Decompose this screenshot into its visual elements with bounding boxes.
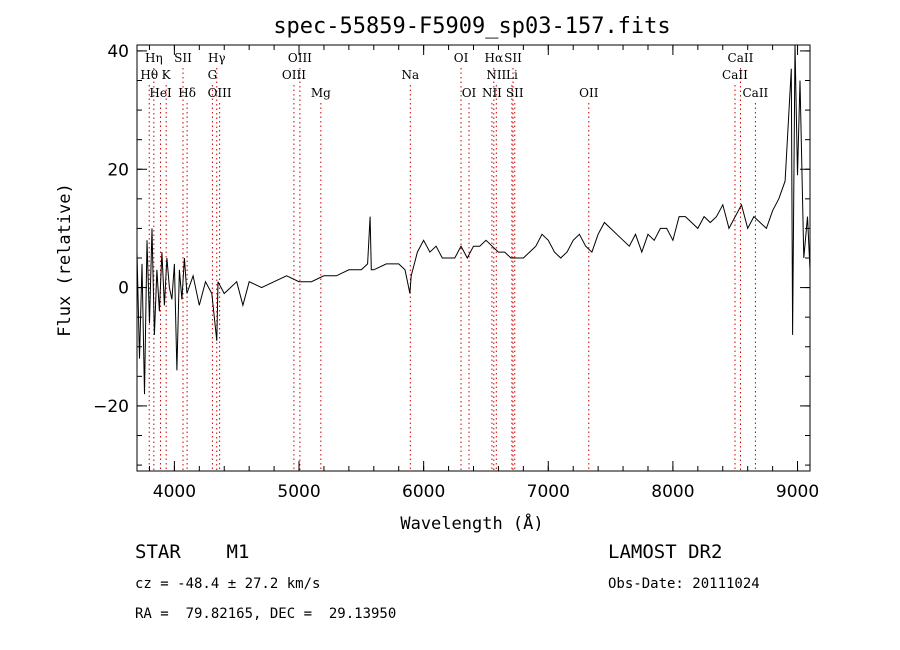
x-tick-label: 6000	[402, 482, 445, 502]
line-marker-label: G	[208, 68, 218, 82]
line-marker-label: K	[162, 68, 172, 82]
chart-title: spec-55859-F5909_sp03-157.fits	[273, 14, 670, 39]
line-marker-label: SII	[504, 51, 522, 65]
line-marker-label: CaII	[742, 86, 768, 100]
line-marker-label: OII	[579, 86, 599, 100]
line-marker-label: Hθ	[140, 68, 158, 82]
velocity-readout: cz = -48.4 ± 27.2 km/s	[135, 576, 321, 592]
line-marker-label: Hγ	[208, 51, 226, 65]
line-marker-label: SII	[174, 51, 192, 65]
axes: 4000 5000 6000 7000 8000 9000 −20 0 20 40	[93, 42, 819, 502]
line-marker-label: NII	[482, 86, 502, 100]
line-marker-label: Hα	[485, 51, 504, 65]
line-marker-label: Mg	[311, 86, 331, 100]
x-axis-label: Wavelength (Å)	[400, 512, 543, 534]
line-marker-label: Li	[506, 68, 518, 82]
survey-name: LAMOST DR2	[608, 541, 723, 563]
object-type: STAR M1	[135, 541, 250, 563]
y-tick-label: 40	[107, 42, 129, 62]
line-marker-label: OIII	[208, 86, 232, 100]
line-marker-label: OIII	[288, 51, 312, 65]
y-tick-label: 0	[118, 279, 129, 299]
x-tick-label: 4000	[153, 482, 196, 502]
coordinates: RA = 79.82165, DEC = 29.13950	[135, 606, 397, 622]
obs-date: Obs-Date: 20111024	[608, 576, 760, 592]
line-marker-label: HeI	[149, 86, 172, 100]
y-tick-label: −20	[93, 397, 129, 417]
line-marker-label: OI	[462, 86, 477, 100]
spectrum-line	[136, 44, 811, 395]
x-tick-label: 5000	[277, 482, 320, 502]
x-tick-label: 7000	[527, 482, 570, 502]
plot-frame	[136, 44, 811, 472]
line-marker-label: OI	[454, 51, 469, 65]
line-marker-label: Hδ	[178, 86, 196, 100]
line-marker-label: SII	[506, 86, 524, 100]
line-marker-label: Hη	[145, 51, 163, 65]
line-marker-label: Na	[401, 68, 419, 82]
line-marker-label: NII	[486, 68, 506, 82]
line-marker-label: CaII	[728, 51, 754, 65]
line-marker-label: OIII	[282, 68, 306, 82]
x-tick-label: 9000	[776, 482, 819, 502]
y-axis-label: Flux (relative)	[55, 183, 75, 337]
y-tick-label: 20	[107, 160, 129, 180]
line-marker-label: CaII	[722, 68, 748, 82]
x-tick-label: 8000	[651, 482, 694, 502]
